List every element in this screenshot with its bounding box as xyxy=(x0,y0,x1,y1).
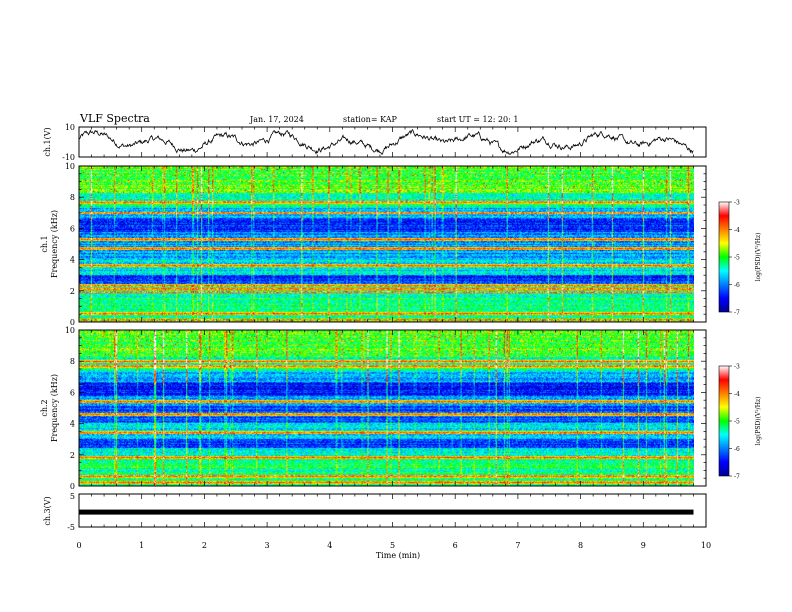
colorbar-tick-label: -3 xyxy=(734,364,740,371)
ch1-waveform-panel: 10 -10 ch.1(V) xyxy=(43,123,707,162)
colorbar-tick-label: -7 xyxy=(734,310,740,317)
ch2-spectrogram-ylabel-channel: ch.2 xyxy=(40,399,49,416)
ch1-spectrogram-image xyxy=(79,166,694,322)
ch1-waveform-ylabel: ch.1(V) xyxy=(43,127,52,156)
ch1-colorbar: -3 -4 -5 -6 -7 log(PSD)(V²/Hz) xyxy=(718,200,762,317)
colorbar-tick-label: -4 xyxy=(734,227,740,234)
ch1-colorbar-label: log(PSD)(V²/Hz) xyxy=(755,233,762,282)
y-tick-label: 2 xyxy=(70,287,75,296)
y-tick-label: 8 xyxy=(70,193,75,202)
x-tick-label: 6 xyxy=(453,541,458,550)
date-label: Jan. 17, 2024 xyxy=(249,115,304,124)
x-tick-label: 7 xyxy=(515,541,520,550)
y-tick-label: 4 xyxy=(70,256,75,265)
ch1-ytick-top: 10 xyxy=(65,123,75,132)
y-tick-label: 6 xyxy=(70,224,75,233)
ch3-ytick-top: 5 xyxy=(70,492,75,501)
colorbar-tick-label: -7 xyxy=(734,474,740,481)
x-tick-label: 5 xyxy=(390,541,395,550)
ch2-spectrogram-image xyxy=(79,330,694,486)
y-tick-label: 10 xyxy=(65,162,75,171)
y-tick-label: 4 xyxy=(70,420,75,429)
ch2-spectrogram-panel: 0 2 4 6 8 10 ch.2 Frequency (kHz) xyxy=(40,326,707,491)
y-tick-label: 8 xyxy=(70,357,75,366)
x-tick-label: 9 xyxy=(641,541,646,550)
ch1-spectrogram-ylabel-frequency: Frequency (kHz) xyxy=(50,210,59,278)
colorbar-tick-label: -6 xyxy=(734,446,740,453)
y-tick-label: 0 xyxy=(70,318,75,327)
ch1-ytick-bottom: -10 xyxy=(62,153,75,162)
ch1-waveform-trace xyxy=(78,129,694,155)
ch2-colorbar-scale xyxy=(718,365,730,477)
y-tick-label: 0 xyxy=(70,482,75,491)
ch3-waveform-ylabel: ch.3(V) xyxy=(43,496,52,525)
ch2-colorbar-label: log(PSD)(V²/Hz) xyxy=(755,397,762,446)
x-tick-label: 10 xyxy=(701,541,711,550)
ch1-colorbar-scale xyxy=(718,201,730,313)
x-tick-label: 4 xyxy=(327,541,332,550)
x-tick-label: 3 xyxy=(265,541,270,550)
colorbar-tick-label: -3 xyxy=(734,200,740,207)
colorbar-tick-label: -5 xyxy=(734,255,740,262)
ch1-spectrogram-panel: 0 2 4 6 8 10 ch.1 Frequency (kHz) xyxy=(40,162,707,327)
station-label: station= KAP xyxy=(343,115,398,124)
x-axis-label: Time (min) xyxy=(376,551,420,560)
x-tick-label: 1 xyxy=(139,541,144,550)
x-tick-label: 8 xyxy=(578,541,583,550)
ch2-colorbar: -3 -4 -5 -6 -7 log(PSD)(V²/Hz) xyxy=(718,364,762,481)
ch3-ytick-bottom: -5 xyxy=(67,523,75,532)
ch1-spectrogram-ylabel-channel: ch.1 xyxy=(40,235,49,252)
ch3-waveform-panel: 5 -5 ch.3(V) 0 1 2 3 4 5 6 7 8 9 10 Time (min) xyxy=(43,492,711,560)
colorbar-tick-label: -5 xyxy=(734,419,740,426)
x-tick-label: 2 xyxy=(202,541,207,550)
ch2-spectrogram-ylabel-frequency: Frequency (kHz) xyxy=(50,374,59,442)
colorbar-tick-label: -4 xyxy=(734,391,740,398)
y-tick-label: 10 xyxy=(65,326,75,335)
y-tick-label: 6 xyxy=(70,388,75,397)
figure-title: VLF Spectra xyxy=(79,112,150,125)
colorbar-tick-label: -6 xyxy=(734,282,740,289)
ch3-waveform-trace xyxy=(79,509,694,515)
x-tick-label: 0 xyxy=(76,541,81,550)
y-tick-label: 2 xyxy=(70,451,75,460)
start-time-label: start UT = 12: 20: 1 xyxy=(437,115,518,124)
